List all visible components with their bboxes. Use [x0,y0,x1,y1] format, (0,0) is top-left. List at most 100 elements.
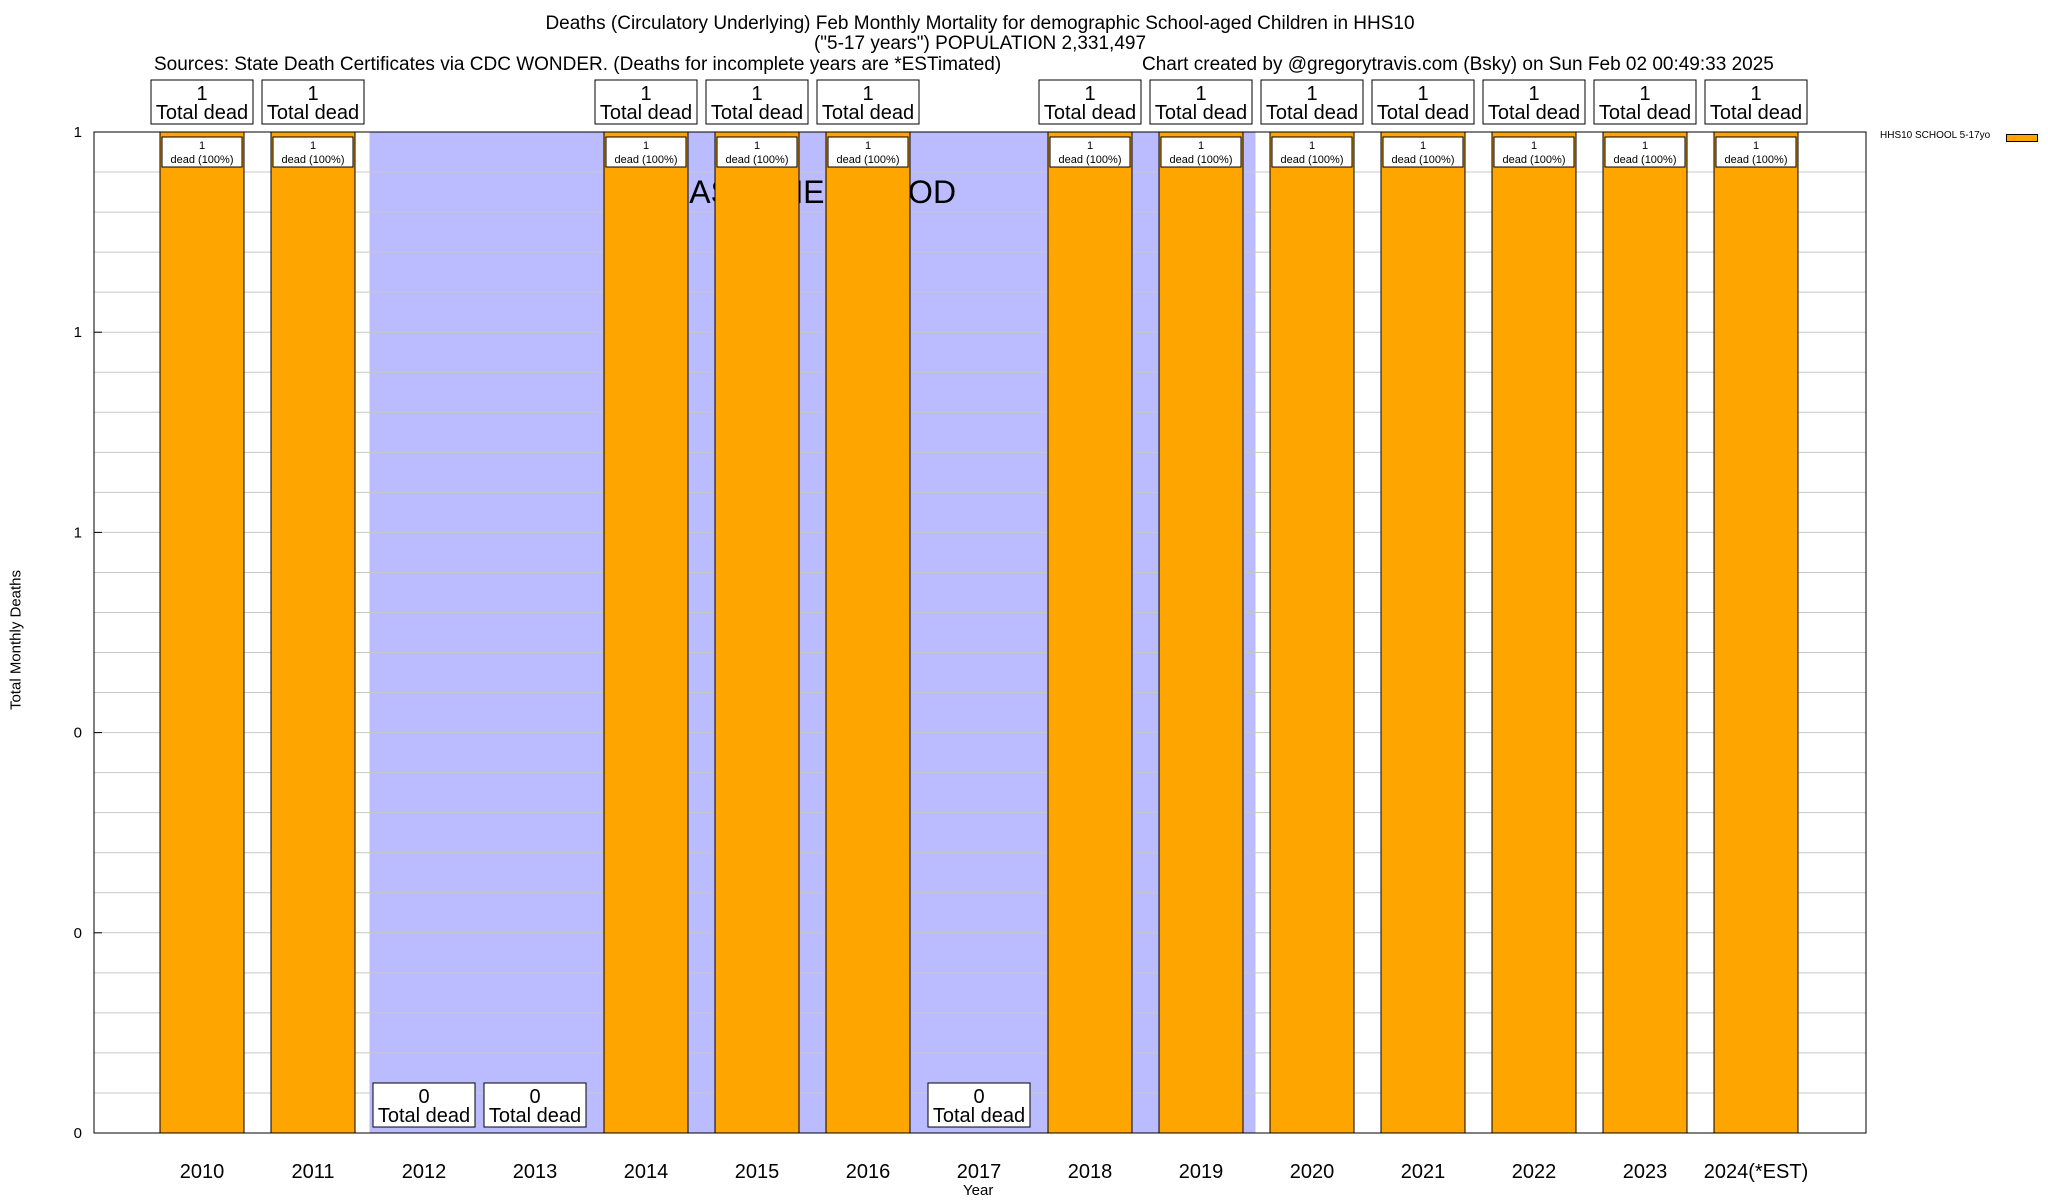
inner-label-box [1049,136,1131,168]
total-label-box [1371,79,1475,125]
x-tick-label: 2024(*EST) [1704,1161,1809,1183]
total-label-box [150,79,254,125]
inner-label-pct: dead (100%) [615,154,678,166]
total-label-count: 1 [1306,83,1317,105]
total-label-box [1593,79,1697,125]
total-label-count: 1 [307,83,318,105]
total-label-count: 1 [1528,83,1539,105]
total-label-count: 1 [862,83,873,105]
bar [603,131,689,1134]
x-tick-label: 2010 [180,1161,225,1183]
y-axis-label: Total Monthly Deaths [8,570,25,710]
total-label-suffix: Total dead [489,1105,581,1127]
total-label-count: 0 [973,1086,984,1108]
x-tick-label: 2018 [1068,1161,1113,1183]
bar [1158,131,1244,1134]
inner-label-count: 1 [643,140,649,152]
plot-frame [93,131,1867,1134]
total-label-box [1482,79,1586,125]
total-label-suffix: Total dead [378,1105,470,1127]
total-label-count: 1 [1417,83,1428,105]
total-label-suffix: Total dead [600,102,692,124]
inner-label-box [1271,136,1353,168]
inner-label-pct: dead (100%) [1170,154,1233,166]
inner-label-box [1160,136,1242,168]
inner-label-box [1493,136,1575,168]
chart-title-line1: Deaths (Circulatory Underlying) Feb Mont… [545,13,1415,34]
bar [1047,131,1133,1134]
y-tick-label: 1 [74,324,82,341]
bar [825,131,911,1134]
inner-label-box [605,136,687,168]
x-tick-label: 2020 [1290,1161,1335,1183]
total-label-box [594,79,698,125]
inner-label-count: 1 [199,140,205,152]
inner-label-pct: dead (100%) [171,154,234,166]
inner-label-pct: dead (100%) [1059,154,1122,166]
total-label-suffix: Total dead [1155,102,1247,124]
inner-label-count: 1 [754,140,760,152]
x-tick-label: 2021 [1401,1161,1446,1183]
chart-sources: Sources: State Death Certificates via CD… [154,54,1002,75]
total-label-count: 1 [640,83,651,105]
total-label-suffix: Total dead [1710,102,1802,124]
y-tick-label: 1 [74,124,82,141]
total-label-count: 1 [751,83,762,105]
inner-label-pct: dead (100%) [1281,154,1344,166]
total-label-box [927,1082,1031,1128]
bar [270,131,356,1134]
inner-label-pct: dead (100%) [1503,154,1566,166]
bar [1380,131,1466,1134]
total-label-box [705,79,809,125]
baseline-period-label: BASELINE PERIOD [668,174,956,210]
y-tick-label: 0 [74,725,82,742]
legend-swatch [2006,134,2038,142]
total-label-suffix: Total dead [822,102,914,124]
x-tick-label: 2016 [846,1161,891,1183]
chart-title-line2: ("5-17 years") POPULATION 2,331,497 [813,33,1147,54]
chart-credit: Chart created by @gregorytravis.com (Bsk… [1142,54,1774,75]
y-tick-label: 0 [74,1125,82,1142]
total-label-count: 0 [418,1086,429,1108]
total-label-count: 1 [1750,83,1761,105]
total-label-box [372,1082,476,1128]
inner-label-box [716,136,798,168]
inner-label-box [161,136,243,168]
total-label-box [1038,79,1142,125]
bar [1269,131,1355,1134]
x-axis-label: Year [963,1182,994,1199]
inner-label-count: 1 [1420,140,1426,152]
y-tick-label: 0 [74,925,82,942]
inner-label-box [827,136,909,168]
x-tick-label: 2023 [1623,1161,1668,1183]
inner-label-count: 1 [1309,140,1315,152]
total-label-count: 1 [1084,83,1095,105]
x-tick-label: 2012 [402,1161,447,1183]
total-label-box [816,79,920,125]
total-label-suffix: Total dead [1599,102,1691,124]
x-tick-label: 2013 [513,1161,558,1183]
total-label-suffix: Total dead [1488,102,1580,124]
total-label-box [261,79,365,125]
inner-label-pct: dead (100%) [726,154,789,166]
x-tick-label: 2017 [957,1161,1002,1183]
inner-label-pct: dead (100%) [282,154,345,166]
total-label-box [483,1082,587,1128]
total-label-suffix: Total dead [267,102,359,124]
total-label-box [1149,79,1253,125]
x-tick-label: 2015 [735,1161,780,1183]
total-label-box [1704,79,1808,125]
bar [1491,131,1577,1134]
x-tick-label: 2022 [1512,1161,1557,1183]
bar [1713,131,1799,1134]
total-label-count: 1 [1195,83,1206,105]
y-tick-label: 1 [74,524,82,541]
total-label-suffix: Total dead [933,1105,1025,1127]
x-tick-label: 2011 [291,1161,334,1183]
inner-label-count: 1 [865,140,871,152]
bar [159,131,245,1134]
inner-label-box [1382,136,1464,168]
inner-label-pct: dead (100%) [1392,154,1455,166]
legend-label: HHS10 SCHOOL 5-17yo [1880,130,1991,141]
total-label-suffix: Total dead [711,102,803,124]
